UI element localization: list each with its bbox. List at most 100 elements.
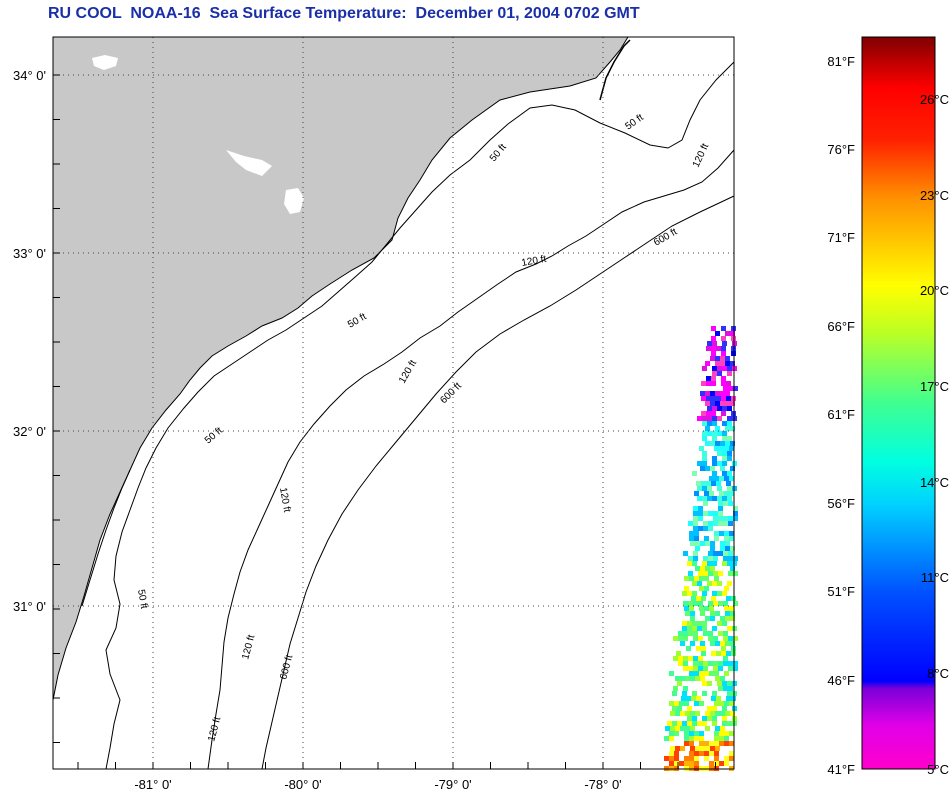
sst-pixel	[727, 451, 732, 456]
sst-pixel	[721, 346, 726, 351]
sst-pixel	[680, 641, 685, 646]
sst-pixel	[727, 371, 732, 376]
sst-pixel	[712, 496, 717, 501]
sst-pixel	[702, 366, 707, 371]
sst-pixel	[675, 726, 680, 731]
sst-pixel	[723, 661, 728, 666]
sst-pixel	[728, 551, 733, 556]
sst-pixel	[717, 591, 722, 596]
sst-pixel	[713, 571, 718, 576]
sst-pixel	[725, 711, 730, 716]
sst-pixel	[698, 601, 703, 606]
sst-pixel	[725, 426, 730, 431]
sst-pixel	[708, 571, 713, 576]
sst-pixel	[730, 441, 735, 446]
sst-pixel	[726, 596, 731, 601]
sst-pixel	[729, 491, 734, 496]
sst-pixel	[722, 436, 727, 441]
sst-pixel	[729, 701, 734, 706]
sst-pixel	[723, 631, 728, 636]
sst-pixel	[724, 701, 729, 706]
colorbar-f-label: 41°F	[827, 762, 855, 777]
contour-label: 120 ft	[277, 487, 292, 514]
sst-pixel	[705, 726, 710, 731]
sst-pixel	[726, 381, 731, 386]
sst-pixel	[716, 696, 721, 701]
sst-pixel	[707, 416, 712, 421]
sst-pixel	[715, 426, 720, 431]
sst-pixel	[727, 416, 732, 421]
sst-pixel	[701, 396, 706, 401]
sst-pixel	[723, 521, 728, 526]
sst-pixel	[709, 761, 714, 766]
map-title: RU COOL NOAA-16 Sea Surface Temperature:…	[48, 5, 640, 22]
sst-pixel	[712, 371, 717, 376]
contour-label: 50 ft	[135, 589, 149, 610]
sst-pixel	[725, 361, 730, 366]
sst-pixel	[710, 566, 715, 571]
sst-pixel	[688, 571, 693, 576]
sst-pixel	[728, 666, 733, 671]
sst-pixel	[712, 431, 717, 436]
sst-pixel	[692, 591, 697, 596]
sst-pixel	[684, 736, 689, 741]
sst-pixel	[722, 591, 727, 596]
sst-pixel	[723, 656, 728, 661]
sst-pixel	[694, 671, 699, 676]
sst-pixel	[706, 376, 711, 381]
sst-pixel	[690, 611, 695, 616]
sst-pixel	[729, 446, 734, 451]
sst-pixel	[710, 641, 715, 646]
sst-pixel	[718, 511, 723, 516]
sst-pixel	[724, 606, 729, 611]
sst-pixel	[709, 606, 714, 611]
sst-pixel	[721, 411, 726, 416]
sst-pixel	[678, 656, 683, 661]
sst-pixel	[713, 516, 718, 521]
sst-pixel	[698, 666, 703, 671]
sst-pixel	[723, 686, 728, 691]
sst-pixel	[698, 636, 703, 641]
sst-pixel	[688, 601, 693, 606]
sst-pixel	[715, 356, 720, 361]
sst-pixel	[669, 701, 674, 706]
sst-pixel	[719, 736, 724, 741]
sst-pixel	[715, 746, 720, 751]
sst-pixel	[707, 406, 712, 411]
sst-pixel	[698, 656, 703, 661]
lat-tick-label: 33° 0'	[13, 246, 46, 261]
sst-pixel	[729, 731, 734, 736]
sst-pixel	[722, 366, 727, 371]
sst-pixel	[712, 436, 717, 441]
sst-pixel	[711, 651, 716, 656]
sst-pixel	[711, 411, 716, 416]
sst-pixel	[722, 406, 727, 411]
sst-pixel	[715, 711, 720, 716]
sst-pixel	[729, 751, 734, 756]
sst-pixel	[664, 756, 669, 761]
colorbar-f-label: 81°F	[827, 54, 855, 69]
sst-pixel	[705, 746, 710, 751]
sst-pixel	[672, 721, 677, 726]
graticule	[53, 37, 734, 769]
sst-pixel	[716, 396, 721, 401]
sst-pixel	[704, 536, 709, 541]
sst-pixel	[727, 436, 732, 441]
sst-pixel	[678, 636, 683, 641]
sst-pixel	[717, 371, 722, 376]
sst-pixel	[721, 381, 726, 386]
sst-pixel	[690, 541, 695, 546]
sst-pixel	[697, 496, 702, 501]
sst-pixel	[724, 531, 729, 536]
sst-pixel	[733, 556, 738, 561]
sst-pixel	[707, 421, 712, 426]
sst-pixel	[715, 676, 720, 681]
lat-tick-label: 34° 0'	[13, 68, 46, 83]
sst-pixel	[730, 641, 735, 646]
sst-pixel	[669, 751, 674, 756]
sst-pixel	[725, 356, 730, 361]
sst-pixel	[673, 656, 678, 661]
sst-pixel	[694, 576, 699, 581]
sst-pixel	[719, 731, 724, 736]
sst-pixel	[733, 511, 738, 516]
